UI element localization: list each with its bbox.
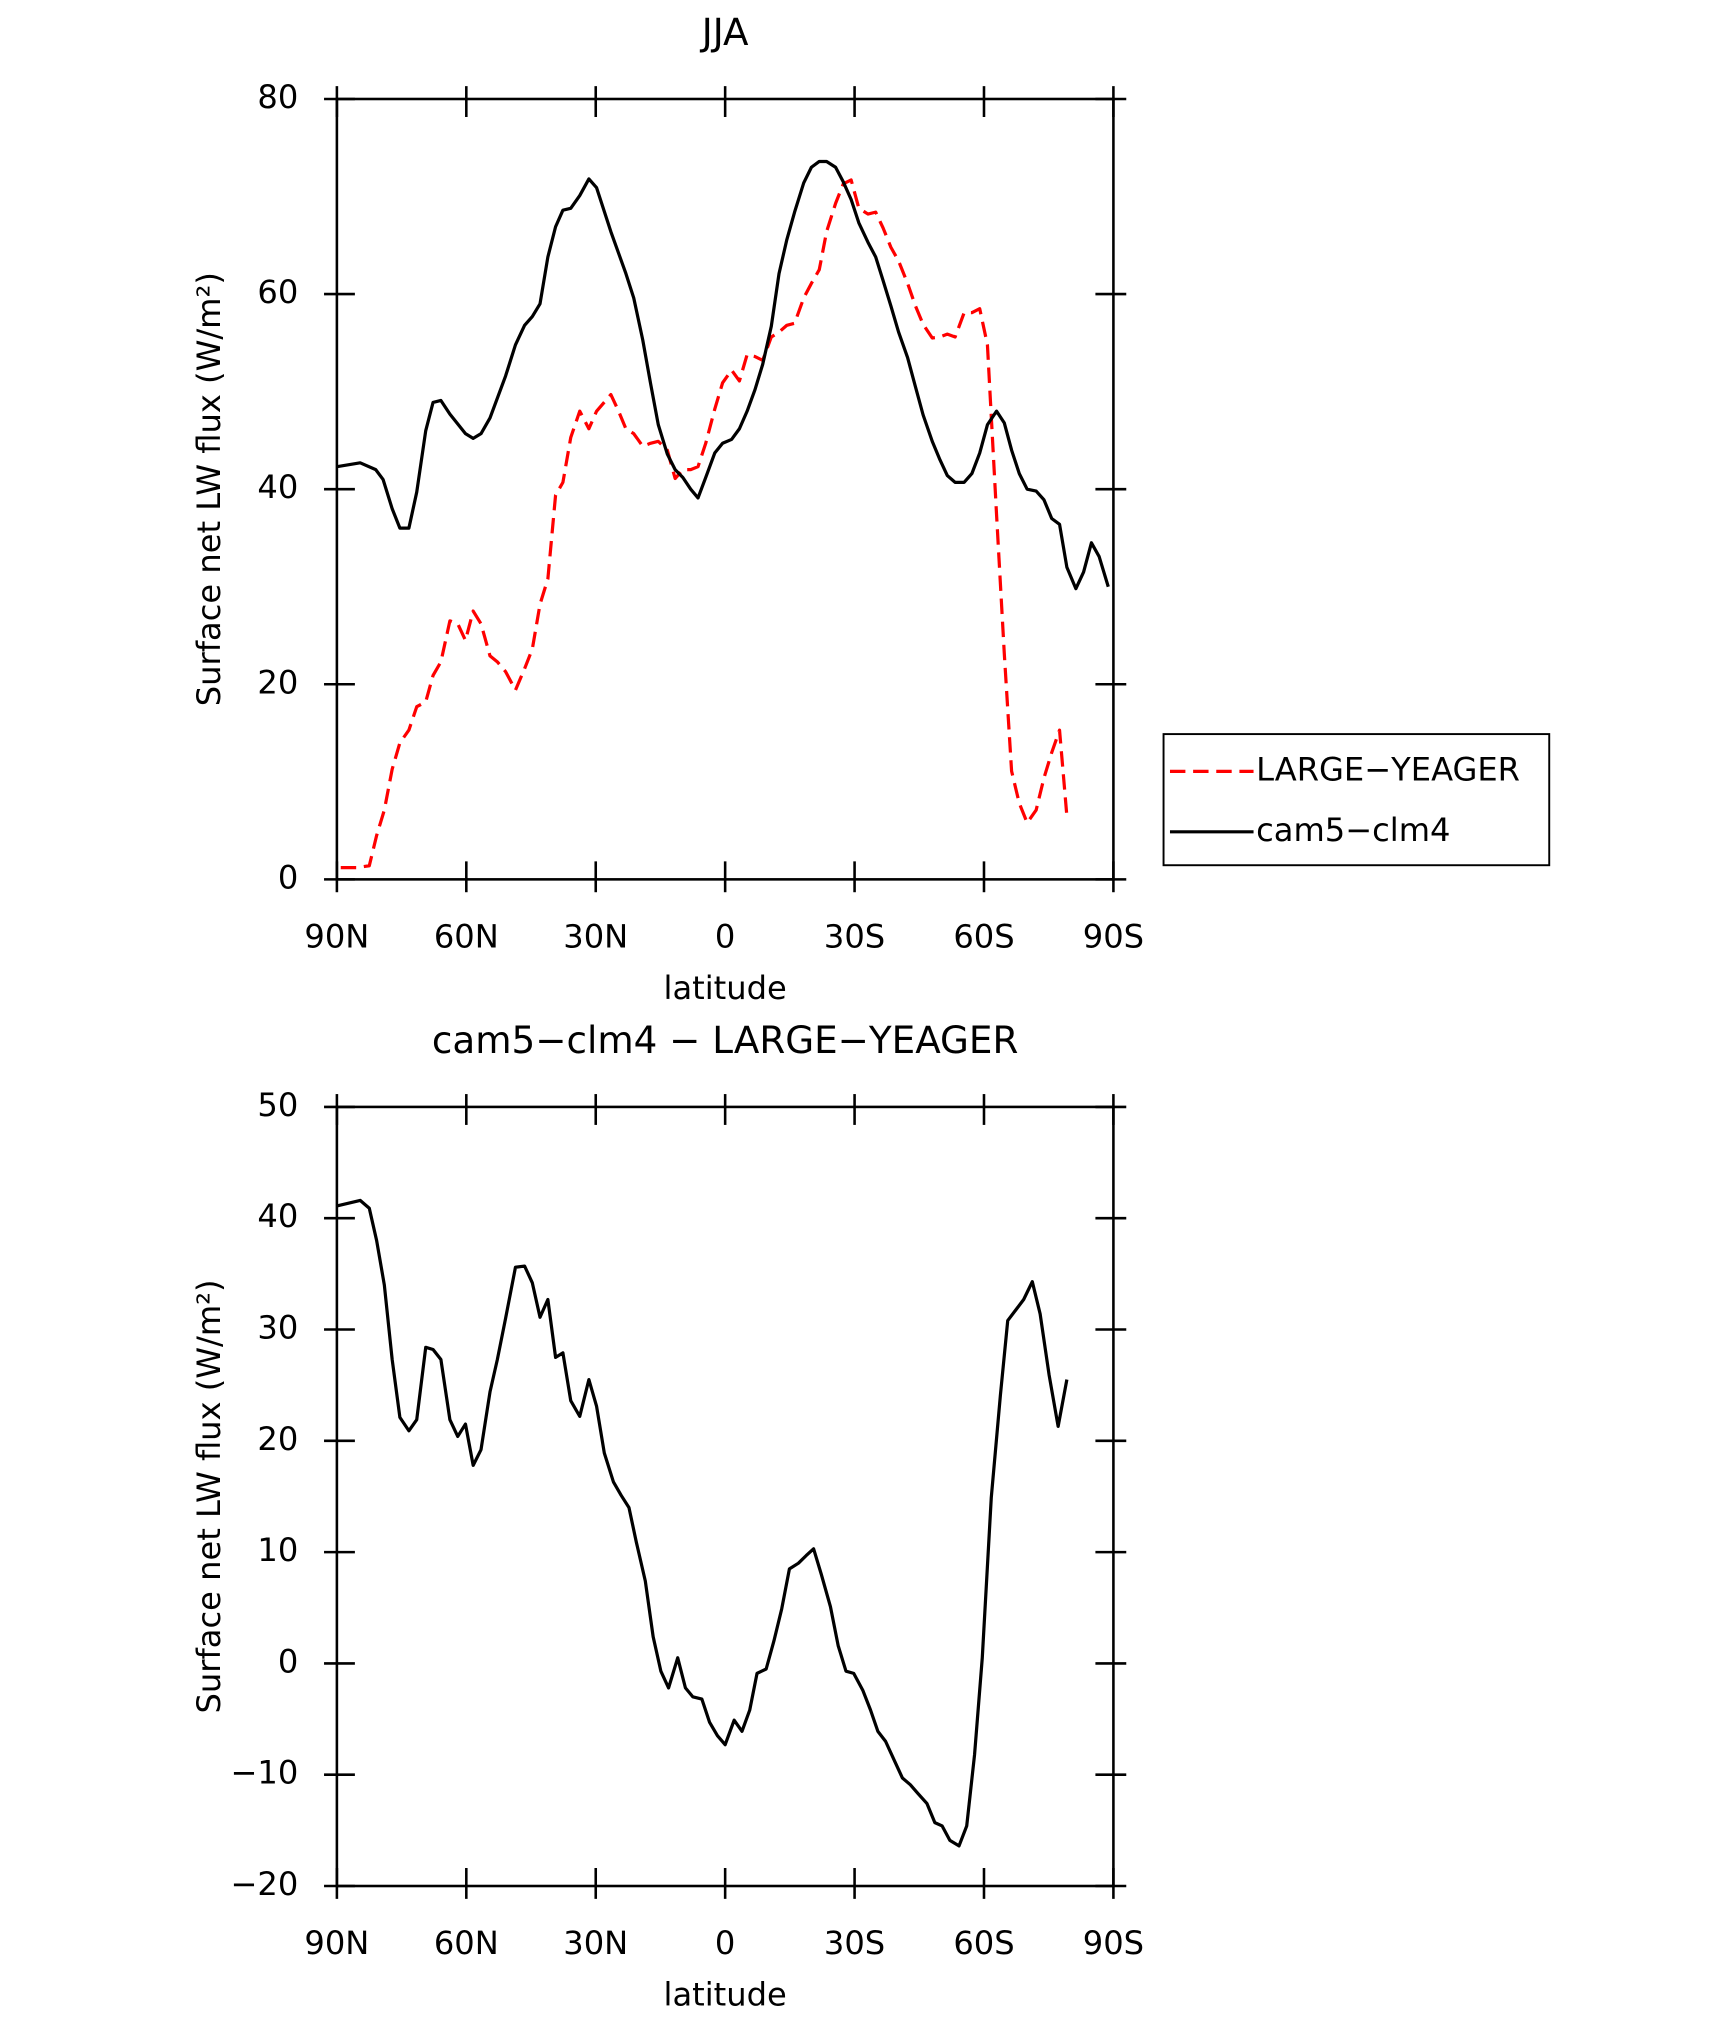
- x-tick-label: 30S: [824, 1924, 885, 1962]
- x-tick-label: 30N: [563, 1924, 628, 1962]
- y-tick-label: 0: [278, 858, 298, 896]
- y-tick-label: 30: [257, 1309, 298, 1347]
- x-tick-label: 90S: [1083, 918, 1144, 956]
- x-axis-label: latitude: [664, 969, 787, 1007]
- series-line: [336, 159, 1110, 591]
- series-line: [340, 178, 1069, 870]
- x-tick-label: 30N: [563, 918, 628, 956]
- y-tick-label: 20: [257, 1420, 298, 1458]
- plot-frame: [335, 97, 1115, 881]
- chart-title: JJA: [700, 10, 749, 54]
- x-tick-label: 0: [715, 918, 735, 956]
- y-tick-label: 60: [257, 273, 298, 311]
- y-tick-label: 80: [257, 78, 298, 116]
- x-tick-label: 30S: [824, 918, 885, 956]
- y-tick-label: 40: [257, 468, 298, 506]
- series-line: [336, 1198, 1069, 1848]
- y-tick-label: −10: [231, 1754, 299, 1792]
- x-tick-label: 60S: [953, 918, 1014, 956]
- y-tick-label: 0: [278, 1642, 298, 1680]
- x-tick-label: 90S: [1083, 1924, 1144, 1962]
- y-tick-label: 50: [257, 1086, 298, 1124]
- plot-frame: [335, 1105, 1115, 1888]
- x-tick-label: 60S: [953, 1924, 1014, 1962]
- x-tick-label: 60N: [434, 918, 499, 956]
- y-tick-label: 10: [257, 1531, 298, 1569]
- x-axis-label: latitude: [664, 1976, 787, 2014]
- legend-label: cam5−clm4: [1256, 811, 1450, 849]
- y-tick-label: −20: [231, 1865, 299, 1903]
- y-tick-label: 20: [257, 663, 298, 701]
- y-tick-label: 40: [257, 1197, 298, 1235]
- legend-label: LARGE−YEAGER: [1256, 750, 1520, 788]
- x-tick-label: 60N: [434, 1924, 499, 1962]
- x-tick-label: 90N: [304, 1924, 369, 1962]
- legend-box: [1162, 733, 1551, 867]
- y-axis-label: Surface net LW flux (W/m²): [190, 272, 228, 706]
- chart-title: cam5−clm4 − LARGE−YEAGER: [432, 1018, 1018, 1062]
- y-axis-label: Surface net LW flux (W/m²): [190, 1279, 228, 1713]
- x-tick-label: 0: [715, 1924, 735, 1962]
- x-tick-label: 90N: [304, 918, 369, 956]
